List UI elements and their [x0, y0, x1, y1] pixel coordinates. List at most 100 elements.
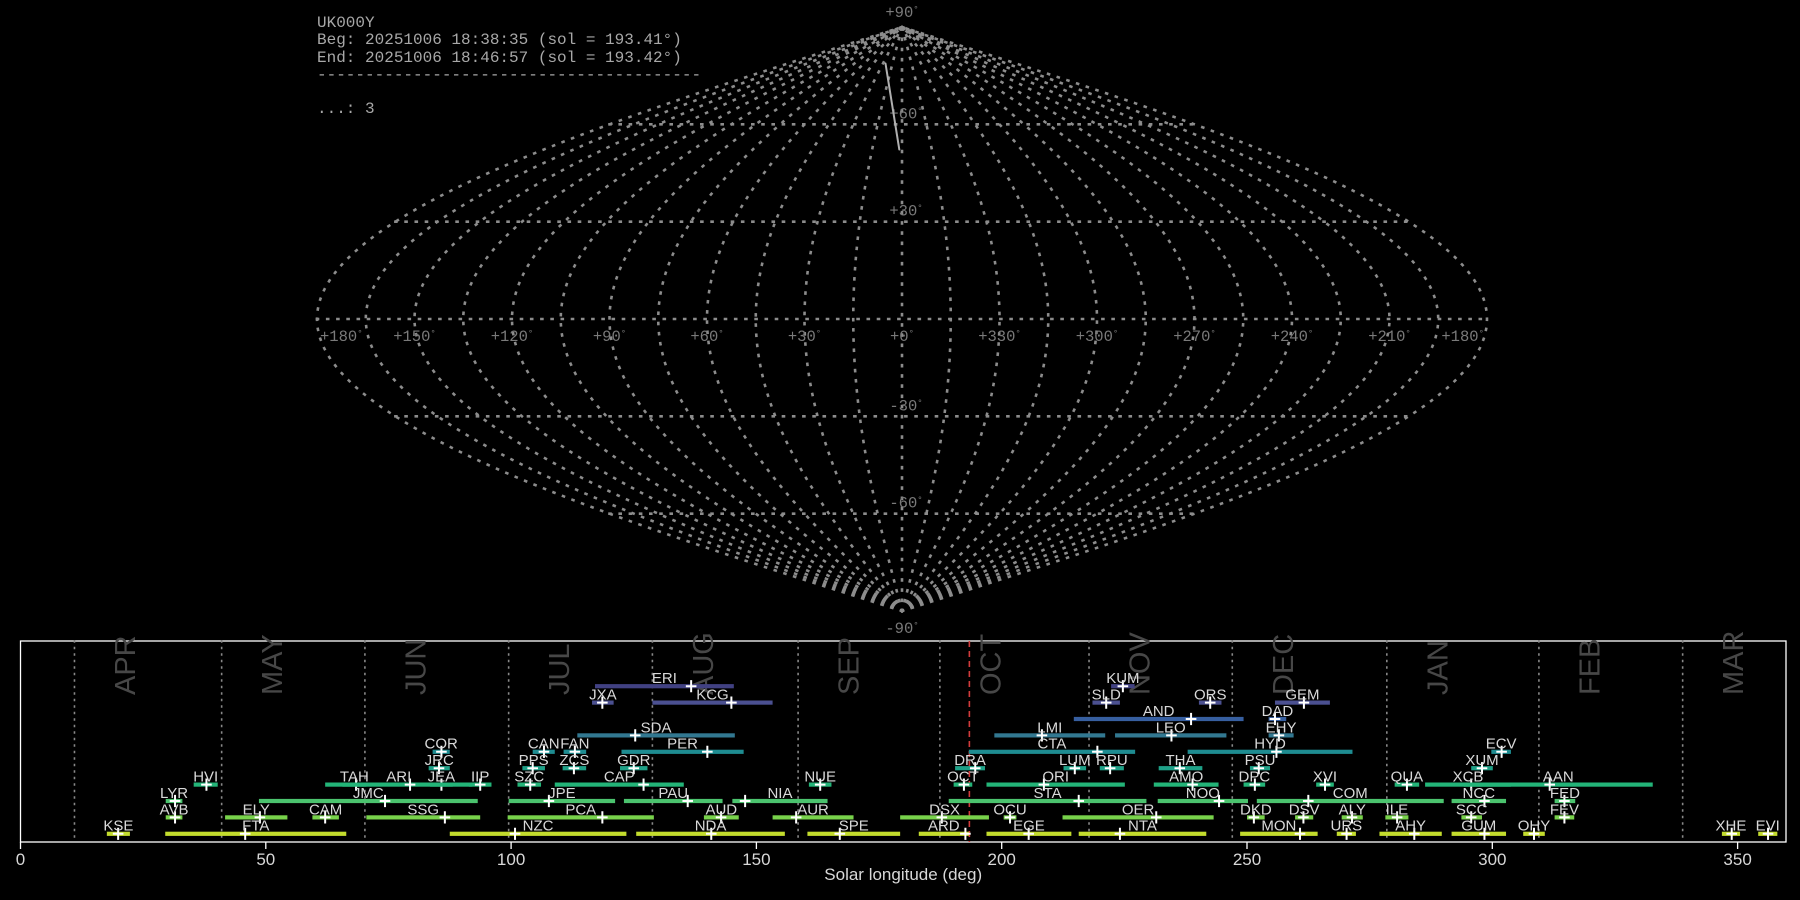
svg-text:SPE: SPE [839, 818, 869, 835]
svg-text:ZCS: ZCS [559, 752, 589, 769]
svg-text:JRC: JRC [425, 752, 454, 769]
svg-text:SCC: SCC [1456, 801, 1488, 818]
svg-text:TAH: TAH [340, 769, 369, 786]
svg-text:FTA: FTA [242, 818, 269, 835]
svg-text:PPS: PPS [519, 752, 549, 769]
svg-text:100: 100 [497, 850, 525, 869]
svg-text:NDA: NDA [695, 818, 727, 835]
svg-text:JUN: JUN [400, 639, 432, 695]
svg-text:ARI: ARI [386, 769, 411, 786]
svg-text:XCB: XCB [1453, 769, 1484, 786]
svg-text:SSG: SSG [407, 801, 439, 818]
svg-text:PER: PER [667, 736, 698, 753]
svg-text:ILE: ILE [1386, 801, 1409, 818]
svg-text:QUA: QUA [1391, 769, 1424, 786]
svg-text:350: 350 [1723, 850, 1751, 869]
svg-text:LMI: LMI [1037, 719, 1062, 736]
svg-text:0: 0 [16, 850, 25, 869]
svg-text:NOO: NOO [1186, 785, 1220, 802]
svg-text:JEA: JEA [428, 769, 456, 786]
svg-text:DSX: DSX [929, 801, 960, 818]
svg-text:EGE: EGE [1013, 818, 1045, 835]
svg-text:SLD: SLD [1092, 687, 1121, 704]
svg-text:NCC: NCC [1463, 785, 1496, 802]
svg-text:OHY: OHY [1518, 818, 1551, 835]
svg-text:ARD: ARD [928, 818, 960, 835]
svg-text:RPU: RPU [1096, 752, 1128, 769]
svg-text:NUE: NUE [804, 769, 836, 786]
svg-text:JPE: JPE [548, 785, 576, 802]
svg-text:STA: STA [1034, 785, 1062, 802]
svg-text:COR: COR [425, 736, 459, 753]
svg-text:GEM: GEM [1285, 687, 1319, 704]
svg-text:JAN: JAN [1422, 640, 1454, 695]
svg-text:DSV: DSV [1289, 801, 1320, 818]
svg-text:EHY: EHY [1266, 719, 1297, 736]
svg-text:ALY: ALY [1339, 801, 1366, 818]
svg-text:KSE: KSE [103, 818, 133, 835]
svg-text:SZC: SZC [514, 769, 544, 786]
svg-text:MAY: MAY [257, 634, 289, 695]
svg-text:LEO: LEO [1156, 719, 1186, 736]
svg-text:FED: FED [1550, 785, 1580, 802]
svg-text:FEB: FEB [1574, 639, 1606, 695]
svg-text:XHE: XHE [1716, 818, 1747, 835]
svg-text:CTA: CTA [1038, 736, 1067, 753]
svg-text:GDR: GDR [617, 752, 651, 769]
svg-text:IIP: IIP [471, 769, 489, 786]
svg-text:EVI: EVI [1756, 818, 1780, 835]
svg-text:PSU: PSU [1245, 752, 1276, 769]
svg-text:CAP: CAP [604, 769, 635, 786]
svg-text:AAN: AAN [1543, 769, 1574, 786]
svg-text:XVI: XVI [1313, 769, 1337, 786]
svg-text:DKD: DKD [1240, 801, 1272, 818]
svg-text:HYD: HYD [1254, 736, 1286, 753]
svg-text:XUM: XUM [1465, 752, 1498, 769]
svg-text:DPC: DPC [1239, 769, 1271, 786]
svg-text:AHY: AHY [1395, 818, 1426, 835]
svg-text:AVB: AVB [160, 801, 189, 818]
svg-text:OCT: OCT [975, 634, 1007, 696]
svg-text:NTA: NTA [1128, 818, 1157, 835]
svg-text:OCT: OCT [947, 769, 979, 786]
svg-text:THA: THA [1166, 752, 1196, 769]
svg-text:MON: MON [1261, 818, 1296, 835]
svg-text:FEV: FEV [1550, 801, 1579, 818]
svg-text:150: 150 [742, 850, 770, 869]
svg-text:ERI: ERI [652, 670, 677, 687]
svg-text:JXA: JXA [589, 687, 617, 704]
svg-text:AUD: AUD [705, 801, 737, 818]
svg-text:LUM: LUM [1059, 752, 1091, 769]
svg-text:300: 300 [1478, 850, 1506, 869]
svg-text:CAM: CAM [309, 801, 342, 818]
svg-text:OER: OER [1122, 801, 1155, 818]
svg-text:ORI: ORI [1042, 769, 1069, 786]
svg-text:250: 250 [1233, 850, 1261, 869]
svg-text:FAN: FAN [560, 736, 589, 753]
svg-text:Solar longitude (deg): Solar longitude (deg) [824, 865, 982, 884]
svg-text:PCA: PCA [565, 801, 596, 818]
svg-text:NIA: NIA [767, 785, 792, 802]
svg-text:JUL: JUL [544, 643, 576, 695]
svg-text:COM: COM [1333, 785, 1368, 802]
svg-text:URS: URS [1331, 818, 1363, 835]
svg-text:AMO: AMO [1169, 769, 1203, 786]
svg-text:LYR: LYR [160, 785, 188, 802]
svg-text:KUM: KUM [1106, 670, 1139, 687]
svg-text:NZC: NZC [523, 818, 554, 835]
svg-text:SDA: SDA [641, 719, 672, 736]
svg-text:SEP: SEP [834, 637, 866, 695]
svg-text:ECV: ECV [1486, 736, 1517, 753]
svg-text:DAD: DAD [1262, 703, 1294, 720]
svg-text:JMC: JMC [353, 785, 384, 802]
svg-text:MAR: MAR [1718, 631, 1750, 695]
svg-text:HVI: HVI [193, 769, 218, 786]
svg-text:ELY: ELY [243, 801, 270, 818]
svg-text:CAN: CAN [528, 736, 560, 753]
svg-text:AUR: AUR [797, 801, 829, 818]
svg-text:OCU: OCU [993, 801, 1026, 818]
svg-text:200: 200 [988, 850, 1016, 869]
svg-text:AND: AND [1143, 703, 1175, 720]
svg-text:PAU: PAU [658, 785, 688, 802]
svg-text:DRA: DRA [954, 752, 986, 769]
